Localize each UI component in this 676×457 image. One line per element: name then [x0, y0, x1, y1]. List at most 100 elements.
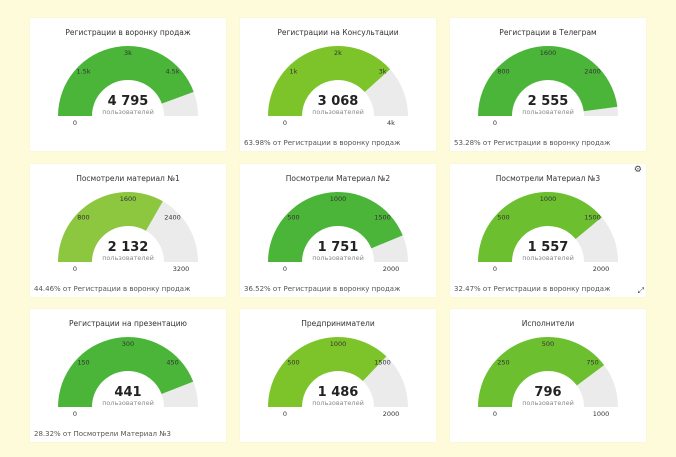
card-title: Исполнители [521, 319, 575, 328]
gauge-tick-label: 500 [542, 340, 554, 348]
gauge-filled-arc [478, 45, 618, 116]
gauge-tick-label: 500 [287, 358, 299, 366]
gauge-tick-label: 2400 [584, 67, 601, 75]
gauge-card[interactable]: Регистрации в Телеграм 0 800 1600 2400 2 555… [450, 18, 646, 151]
card-footer: 63.98% от Регистрации в воронку продаж [244, 139, 401, 147]
gauge-empty-arc [583, 106, 618, 116]
gauge-tick-label: 800 [497, 67, 509, 75]
gauge-tick-label: 1600 [540, 49, 557, 57]
gauge-max-label: 3200 [173, 265, 190, 273]
gauge-tick-label: 0 [73, 265, 77, 273]
gauge-tick-label: 800 [77, 213, 89, 221]
gauge-tick-label: 1000 [330, 340, 347, 348]
gauge-tick-label: 0 [283, 410, 287, 418]
gauge-max-label: 2000 [383, 265, 400, 273]
gauge-card[interactable]: Предприниматели 0 500 1000 1500 2000 1 486 пол… [240, 309, 436, 442]
gauge-max-label: 1000 [593, 410, 610, 418]
gauge-max-label: 2000 [383, 410, 400, 418]
gauge-tick-label: 0 [73, 119, 77, 127]
gauge-value: 4 795 [108, 94, 149, 109]
gauge-tick-label: 1k [289, 67, 297, 75]
gauge-unit: пользователей [102, 108, 154, 116]
gauge-empty-arc [362, 356, 408, 407]
gauge-card[interactable]: Регистрации на презентацию 0 150 300 450 441… [30, 309, 226, 442]
card-footer: 28.32% от Посмотрели Материал №3 [34, 430, 171, 438]
gauge-card[interactable]: Регистрации в воронку продаж 0 1.5k 3k 4.5k… [30, 18, 226, 151]
gauge-unit: пользователей [312, 254, 364, 262]
gauge-tick-label: 2k [334, 49, 342, 57]
gauge-tick-label: 0 [493, 119, 497, 127]
gauge-tick-label: 1000 [540, 195, 557, 203]
card-footer: 44.46% от Регистрации в воронку продаж [34, 285, 191, 293]
gear-icon[interactable]: ⚙ [633, 165, 642, 175]
gauge-unit: пользователей [312, 399, 364, 407]
gauge-value: 441 [114, 385, 141, 400]
gauge-filled-arc [268, 46, 391, 116]
gauge-tick-label: 250 [497, 358, 509, 366]
gauge-empty-arc [371, 235, 408, 262]
gauge-tick-label: 0 [493, 410, 497, 418]
gauge-max-label: 4k [387, 119, 395, 127]
card-title: Регистрации на презентацию [69, 319, 187, 328]
gauge-value: 2 555 [528, 94, 569, 109]
gauge-tick-label: 0 [493, 265, 497, 273]
card-title: Посмотрели Материал №3 [495, 174, 601, 183]
card-title: Регистрации в Телеграм [499, 28, 597, 37]
gauge-tick-label: 750 [586, 358, 598, 366]
gauge-value: 1 751 [318, 240, 359, 255]
gauge-card[interactable]: Посмотрели Материал №2 0 500 1000 1500 2000 1… [240, 164, 436, 297]
gauge-value: 2 132 [108, 240, 149, 255]
gauge-tick-label: 4.5k [165, 67, 179, 75]
card-footer: 36.52% от Регистрации в воронку продаж [244, 285, 401, 293]
gauge-tick-label: 1.5k [76, 67, 90, 75]
gauge-tick-label: 300 [122, 340, 134, 348]
gauge-empty-arc [161, 381, 198, 407]
resize-handle-icon[interactable]: ⤢ [637, 286, 644, 295]
card-title: Регистрации на Консультации [277, 28, 399, 37]
gauge-value: 796 [534, 385, 561, 400]
gauge-filled-arc [478, 192, 602, 262]
gauge-tick-label: 0 [73, 410, 77, 418]
gauge-empty-arc [145, 201, 198, 262]
gauge-tick-label: 2400 [164, 213, 181, 221]
gauge-value: 1 486 [318, 385, 359, 400]
gauge-tick-label: 500 [497, 213, 509, 221]
gauge-card[interactable]: Регистрации на Консультации 0 1k 2k 3k 4k 3 0… [240, 18, 436, 151]
gauge-filled-arc [58, 192, 163, 262]
card-title: Предприниматели [301, 319, 375, 328]
gauge-filled-arc [478, 337, 605, 407]
gauge-card[interactable]: Посмотрели материал №1 0 800 1600 2400 3200 2… [30, 164, 226, 297]
gauge-filled-arc [58, 337, 194, 407]
gauge-empty-arc [161, 91, 198, 116]
gauge-value: 1 557 [528, 240, 569, 255]
gauge-tick-label: 3k [124, 49, 132, 57]
gauge-tick-label: 1500 [374, 358, 391, 366]
card-title: Регистрации в воронку продаж [65, 28, 191, 37]
card-footer: 53.28% от Регистрации в воронку продаж [454, 139, 611, 147]
gauge-card[interactable]: Посмотрели Материал №3 0 500 1000 1500 2000 1… [450, 164, 646, 297]
gauge-max-label: 2000 [593, 265, 610, 273]
gauge-tick-label: 1500 [374, 213, 391, 221]
gauge-card[interactable]: Исполнители 0 250 500 750 1000 796 пользовател… [450, 309, 646, 442]
gauge-tick-label: 1000 [330, 195, 347, 203]
gauge-unit: пользователей [522, 254, 574, 262]
card-title: Посмотрели Материал №2 [285, 174, 391, 183]
gauge-filled-arc [58, 45, 194, 116]
gauge-tick-label: 3k [379, 67, 387, 75]
gauge-tick-label: 0 [283, 265, 287, 273]
gauge-tick-label: 150 [77, 358, 89, 366]
gauge-tick-label: 0 [283, 119, 287, 127]
gauge-filled-arc [268, 191, 403, 262]
gauge-value: 3 068 [318, 94, 359, 109]
card-title: Посмотрели материал №1 [76, 174, 180, 183]
